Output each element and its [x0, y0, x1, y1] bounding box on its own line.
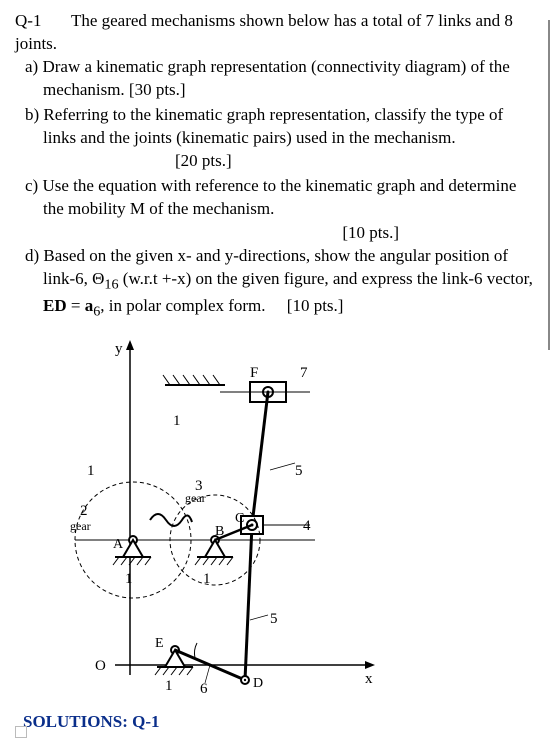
label-4: 4 — [303, 518, 311, 534]
part-a-pts: [30 pts.] — [129, 80, 186, 99]
label-gear-right: gear — [185, 491, 206, 505]
label-gear-left: gear — [70, 519, 91, 533]
label-1-bottom: 1 — [165, 678, 173, 694]
question-header: Q-1 The geared mechanisms shown below ha… — [15, 10, 539, 56]
part-c: c) Use the equation with reference to th… — [15, 175, 539, 221]
part-b-text: Referring to the kinematic graph represe… — [43, 105, 503, 147]
part-a: a) Draw a kinematic graph representation… — [15, 56, 539, 102]
label-1-left: 1 — [87, 463, 95, 479]
gear-mesh — [150, 514, 192, 526]
ed-bold: ED — [43, 296, 67, 315]
part-d-mid: (w.r.t +-x) on the given figure, and exp… — [119, 269, 533, 288]
label-5a: 5 — [295, 463, 303, 479]
solutions-heading: SOLUTIONS: Q-1 — [23, 711, 539, 734]
mechanism-diagram: y x O F 7 1 5 5 C 4 2 gear 3 gear — [55, 325, 385, 705]
part-c-text: Use the equation with reference to the k… — [42, 176, 516, 218]
part-d-pts: [10 pts.] — [287, 296, 344, 315]
label-2: 2 — [80, 503, 88, 519]
part-a-text: Draw a kinematic graph representation (c… — [42, 57, 509, 99]
label-F: F — [250, 365, 258, 381]
label-E: E — [155, 636, 164, 651]
question-number: Q-1 — [15, 10, 67, 33]
part-c-pts: [10 pts.] — [342, 223, 399, 242]
link-5-upper — [252, 392, 268, 525]
label-1-top: 1 — [173, 413, 181, 429]
part-b: b) Referring to the kinematic graph repr… — [15, 104, 539, 173]
label-A: A — [113, 537, 124, 552]
theta-sub: 16 — [104, 277, 118, 293]
link-5-lower — [245, 525, 252, 680]
part-d-suffix: , in polar complex form. — [100, 296, 265, 315]
part-b-pts: [20 pts.] — [193, 150, 232, 173]
footer-checkbox-icon — [15, 726, 27, 738]
theta: Θ — [92, 269, 104, 288]
top-fixed-support — [163, 375, 225, 385]
origin-label: O — [95, 658, 106, 674]
label-1-A: 1 — [125, 571, 133, 587]
x-label: x — [365, 671, 373, 687]
part-c-pts-line: [10 pts.] — [15, 222, 539, 245]
label-C: C — [235, 511, 244, 526]
label-6: 6 — [200, 681, 208, 697]
label-D: D — [253, 676, 263, 691]
right-scroll-indicator — [548, 20, 550, 350]
label-1-B: 1 — [203, 571, 211, 587]
label-7: 7 — [300, 365, 308, 381]
part-d: d) Based on the given x- and y-direction… — [15, 245, 539, 321]
y-label: y — [115, 341, 123, 357]
eq-sign: = — [67, 296, 85, 315]
label-5b: 5 — [270, 611, 278, 627]
a-bold: a — [85, 296, 94, 315]
question-intro: The geared mechanisms shown below has a … — [15, 11, 513, 53]
